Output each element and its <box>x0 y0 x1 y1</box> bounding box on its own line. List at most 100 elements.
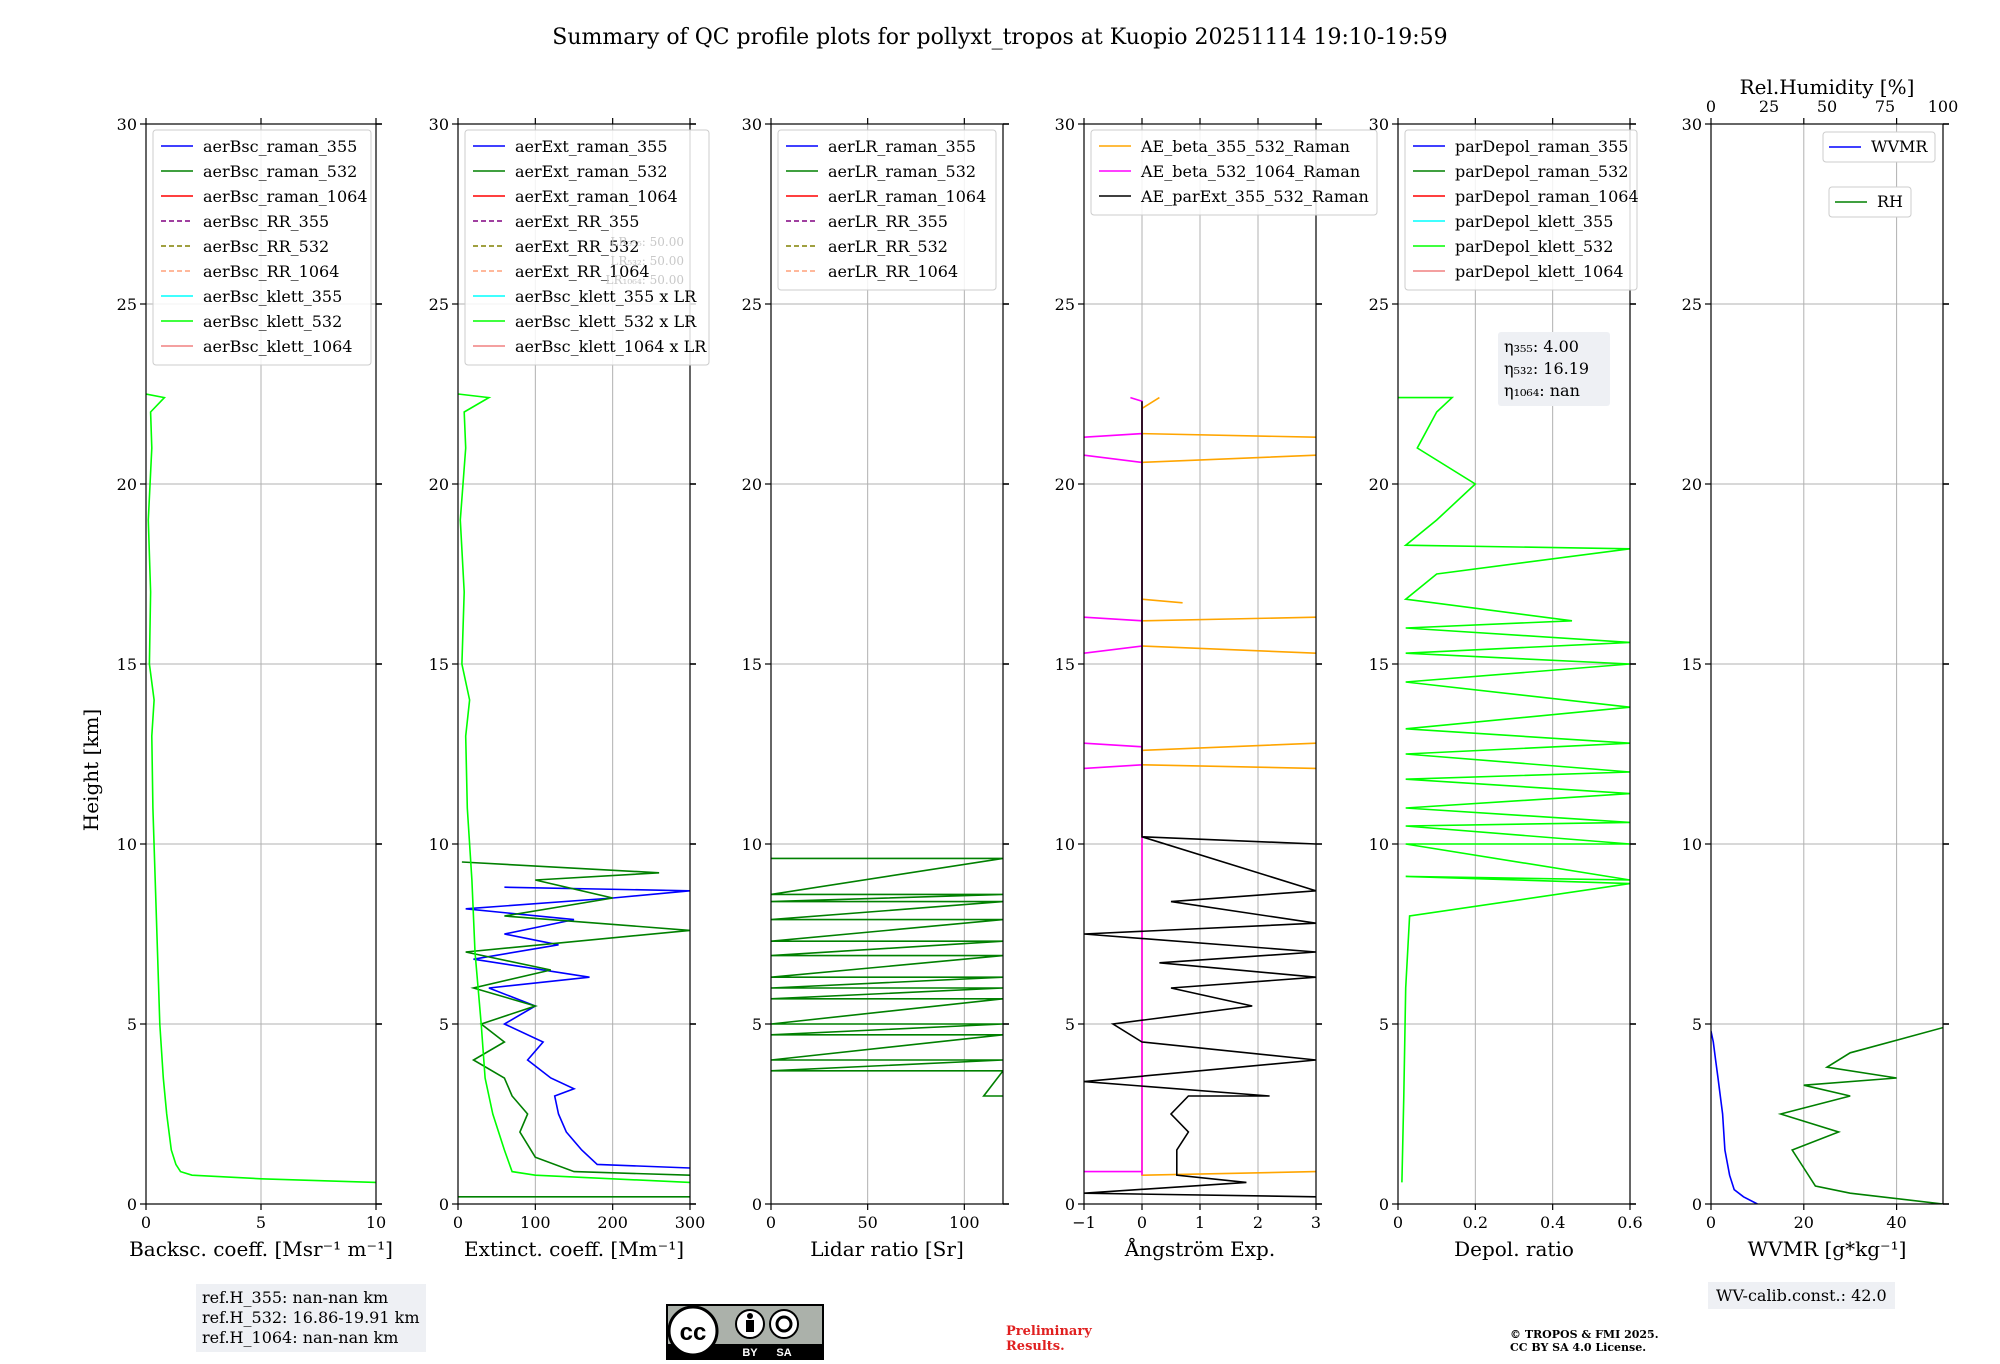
x2-tick-label: 25 <box>1759 97 1779 116</box>
eta-entry: η₁₀₆₄: nan <box>1504 381 1580 400</box>
y-tick-label: 0 <box>752 1195 762 1214</box>
x2-tick-label: 50 <box>1817 97 1837 116</box>
x-tick-label: 200 <box>597 1213 628 1232</box>
x-tick-label: 20 <box>1794 1213 1814 1232</box>
y-tick-label: 30 <box>742 115 762 134</box>
legend-entry: aerBsc_klett_532 x LR <box>515 312 697 331</box>
cc-badge-graphic: cc BY SA <box>666 1304 824 1360</box>
legend-box <box>1822 131 1936 163</box>
series-AE_beta_355_532_Raman <box>1141 396 1316 1177</box>
lr-note: LR₅₃₂: 50.00 <box>610 254 684 268</box>
x-tick-label: 0 <box>766 1213 776 1232</box>
legend-entry: parDepol_raman_355 <box>1455 137 1628 156</box>
x-tick-label: 0.2 <box>1463 1213 1488 1232</box>
ref-height-1064: ref.H_1064: nan-nan km <box>202 1328 399 1347</box>
y-tick-label: 15 <box>1682 655 1702 674</box>
legend-depol: parDepol_raman_355 parDepol_raman_532 parD… <box>1404 129 1639 291</box>
legend-entry: aerBsc_klett_355 x LR <box>515 287 697 306</box>
y-tick-label: 25 <box>429 295 449 314</box>
y-tick-label: 0 <box>1065 1195 1075 1214</box>
legend-entry: aerBsc_RR_355 <box>203 212 329 231</box>
y-tick-label: 15 <box>742 655 762 674</box>
legend-entry: parDepol_raman_1064 <box>1455 187 1639 206</box>
y-tick-label: 0 <box>127 1195 137 1214</box>
x-tick-label: 0 <box>141 1213 151 1232</box>
series-aerExt_raman_355 <box>465 886 690 1169</box>
series-AE_beta_532_1064_Raman <box>1084 396 1143 1176</box>
series-aerBsc_klett_532 x LR <box>458 393 690 1184</box>
y-tick-label: 5 <box>1065 1015 1075 1034</box>
series-RH <box>1777 1026 1943 1204</box>
x-tick-label: 1 <box>1195 1213 1205 1232</box>
legend-entry: aerLR_raman_355 <box>828 137 976 156</box>
y-tick-label: 15 <box>1055 655 1075 674</box>
series-aerExt_raman_532 <box>461 861 690 1176</box>
y-tick-label: 15 <box>117 655 137 674</box>
legend-wv: WVMR RH <box>1822 131 1936 218</box>
x-tick-label: 50 <box>857 1213 877 1232</box>
y-tick-label: 25 <box>117 295 137 314</box>
panel-bsc: 0 5 10 15 20 25 30 0 5 10 Backsc. coeff. [Msr⁻¹ m⁻… <box>117 115 393 1261</box>
y-tick-label: 10 <box>1369 835 1389 854</box>
y-tick-label: 25 <box>742 295 762 314</box>
legend-entry: aerExt_RR_532 <box>515 237 639 256</box>
lr-note: LR₃₅₅: 50.00 <box>610 235 684 249</box>
x-axis-label: Lidar ratio [Sr] <box>810 1237 964 1261</box>
y-tick-label: 5 <box>439 1015 449 1034</box>
x-tick-label: 40 <box>1886 1213 1906 1232</box>
x-tick-label: 5 <box>256 1213 266 1232</box>
preliminary-line-1: Preliminary <box>1006 1324 1092 1339</box>
x-tick-label: −1 <box>1072 1213 1096 1232</box>
y-tick-label: 20 <box>1369 475 1389 494</box>
x-tick-label: 0.4 <box>1540 1213 1565 1232</box>
y-tick-label: 30 <box>1682 115 1702 134</box>
y-tick-label: 20 <box>1682 475 1702 494</box>
wv-calib-constant: WV-calib.const.: 42.0 <box>1708 1282 1895 1309</box>
y-tick-label: 20 <box>429 475 449 494</box>
y-tick-label: 25 <box>1055 295 1075 314</box>
legend-bsc: aerBsc_raman_355 aerBsc_raman_532 aerBsc_r… <box>152 129 372 366</box>
legend-box <box>1404 129 1638 291</box>
x-axis-label: Depol. ratio <box>1454 1237 1574 1261</box>
legend-entry: WVMR <box>1871 137 1928 156</box>
ref-height-532: ref.H_532: 16.86-19.91 km <box>202 1308 420 1327</box>
legend-ext: aerExt_raman_355 aerExt_raman_532 aerExt_r… <box>464 129 710 366</box>
legend-entry: AE_parExt_355_532_Raman <box>1140 187 1369 206</box>
panel-depol: 0 5 10 15 20 25 30 0 0.2 0.4 0.6 Depol. ratio parDep… <box>1369 115 1643 1261</box>
legend-box <box>1090 129 1378 216</box>
x-tick-label: 10 <box>366 1213 386 1232</box>
x2-axis-label: Rel.Humidity [%] <box>1740 75 1915 99</box>
x-tick-label: 100 <box>520 1213 551 1232</box>
sa-icon <box>769 1309 799 1339</box>
x-axis-label: WVMR [g*kg⁻¹] <box>1748 1237 1907 1261</box>
legend-entry: aerBsc_klett_1064 x LR <box>515 337 707 356</box>
panel-lr: 0 5 10 15 20 25 30 0 50 100 Lidar ratio [Sr] aerLR_… <box>742 115 1009 1261</box>
svg-text:cc: cc <box>680 1319 707 1346</box>
legend-box <box>152 129 372 366</box>
legend-entry: aerBsc_klett_355 <box>203 287 342 306</box>
x-tick-label: 0 <box>1706 1213 1716 1232</box>
y-tick-label: 15 <box>429 655 449 674</box>
legend-entry: parDepol_klett_355 <box>1455 212 1613 231</box>
y-tick-label: 5 <box>752 1015 762 1034</box>
legend-entry: aerBsc_raman_532 <box>203 162 357 181</box>
y-tick-label: 30 <box>1369 115 1389 134</box>
y-tick-label: 30 <box>429 115 449 134</box>
y-tick-label: 20 <box>742 475 762 494</box>
y-tick-label: 10 <box>742 835 762 854</box>
y-tick-label: 25 <box>1682 295 1702 314</box>
y-tick-label: 0 <box>1379 1195 1389 1214</box>
legend-entry: aerExt_raman_532 <box>515 162 668 181</box>
y-tick-label: 20 <box>1055 475 1075 494</box>
legend-entry: aerBsc_klett_532 <box>203 312 342 331</box>
legend-entry: aerExt_raman_355 <box>515 137 668 156</box>
reference-heights-box: ref.H_355: nan-nan km ref.H_532: 16.86-1… <box>196 1284 426 1352</box>
preliminary-notice: Preliminary Results. <box>1006 1324 1092 1354</box>
x-axis-label: Extinct. coeff. [Mm⁻¹] <box>464 1237 684 1261</box>
series-aerLR_raman_532 <box>771 857 1003 1097</box>
preliminary-line-2: Results. <box>1006 1339 1065 1354</box>
